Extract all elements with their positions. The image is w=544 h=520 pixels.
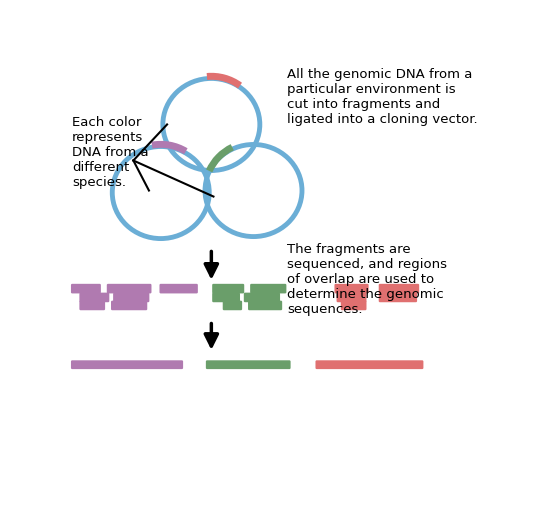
FancyBboxPatch shape: [79, 301, 105, 310]
FancyBboxPatch shape: [341, 301, 367, 310]
Text: The fragments are
sequenced, and regions
of overlap are used to
determine the ge: The fragments are sequenced, and regions…: [287, 242, 447, 316]
FancyBboxPatch shape: [71, 360, 183, 369]
FancyBboxPatch shape: [111, 301, 147, 310]
FancyBboxPatch shape: [379, 284, 419, 293]
Text: Each color
represents
DNA from a
different
species.: Each color represents DNA from a differe…: [72, 116, 149, 189]
FancyBboxPatch shape: [71, 284, 101, 293]
FancyBboxPatch shape: [337, 293, 367, 302]
FancyBboxPatch shape: [206, 360, 290, 369]
FancyBboxPatch shape: [316, 360, 423, 369]
FancyBboxPatch shape: [248, 301, 282, 310]
FancyBboxPatch shape: [222, 301, 242, 310]
FancyBboxPatch shape: [212, 284, 244, 293]
FancyBboxPatch shape: [244, 293, 280, 302]
FancyBboxPatch shape: [250, 284, 286, 293]
FancyBboxPatch shape: [335, 284, 369, 293]
Text: All the genomic DNA from a
particular environment is
cut into fragments and
liga: All the genomic DNA from a particular en…: [287, 69, 478, 126]
FancyBboxPatch shape: [379, 293, 417, 302]
FancyBboxPatch shape: [107, 284, 151, 293]
FancyBboxPatch shape: [159, 284, 198, 293]
FancyBboxPatch shape: [113, 293, 150, 302]
FancyBboxPatch shape: [79, 293, 109, 302]
FancyBboxPatch shape: [212, 293, 240, 302]
